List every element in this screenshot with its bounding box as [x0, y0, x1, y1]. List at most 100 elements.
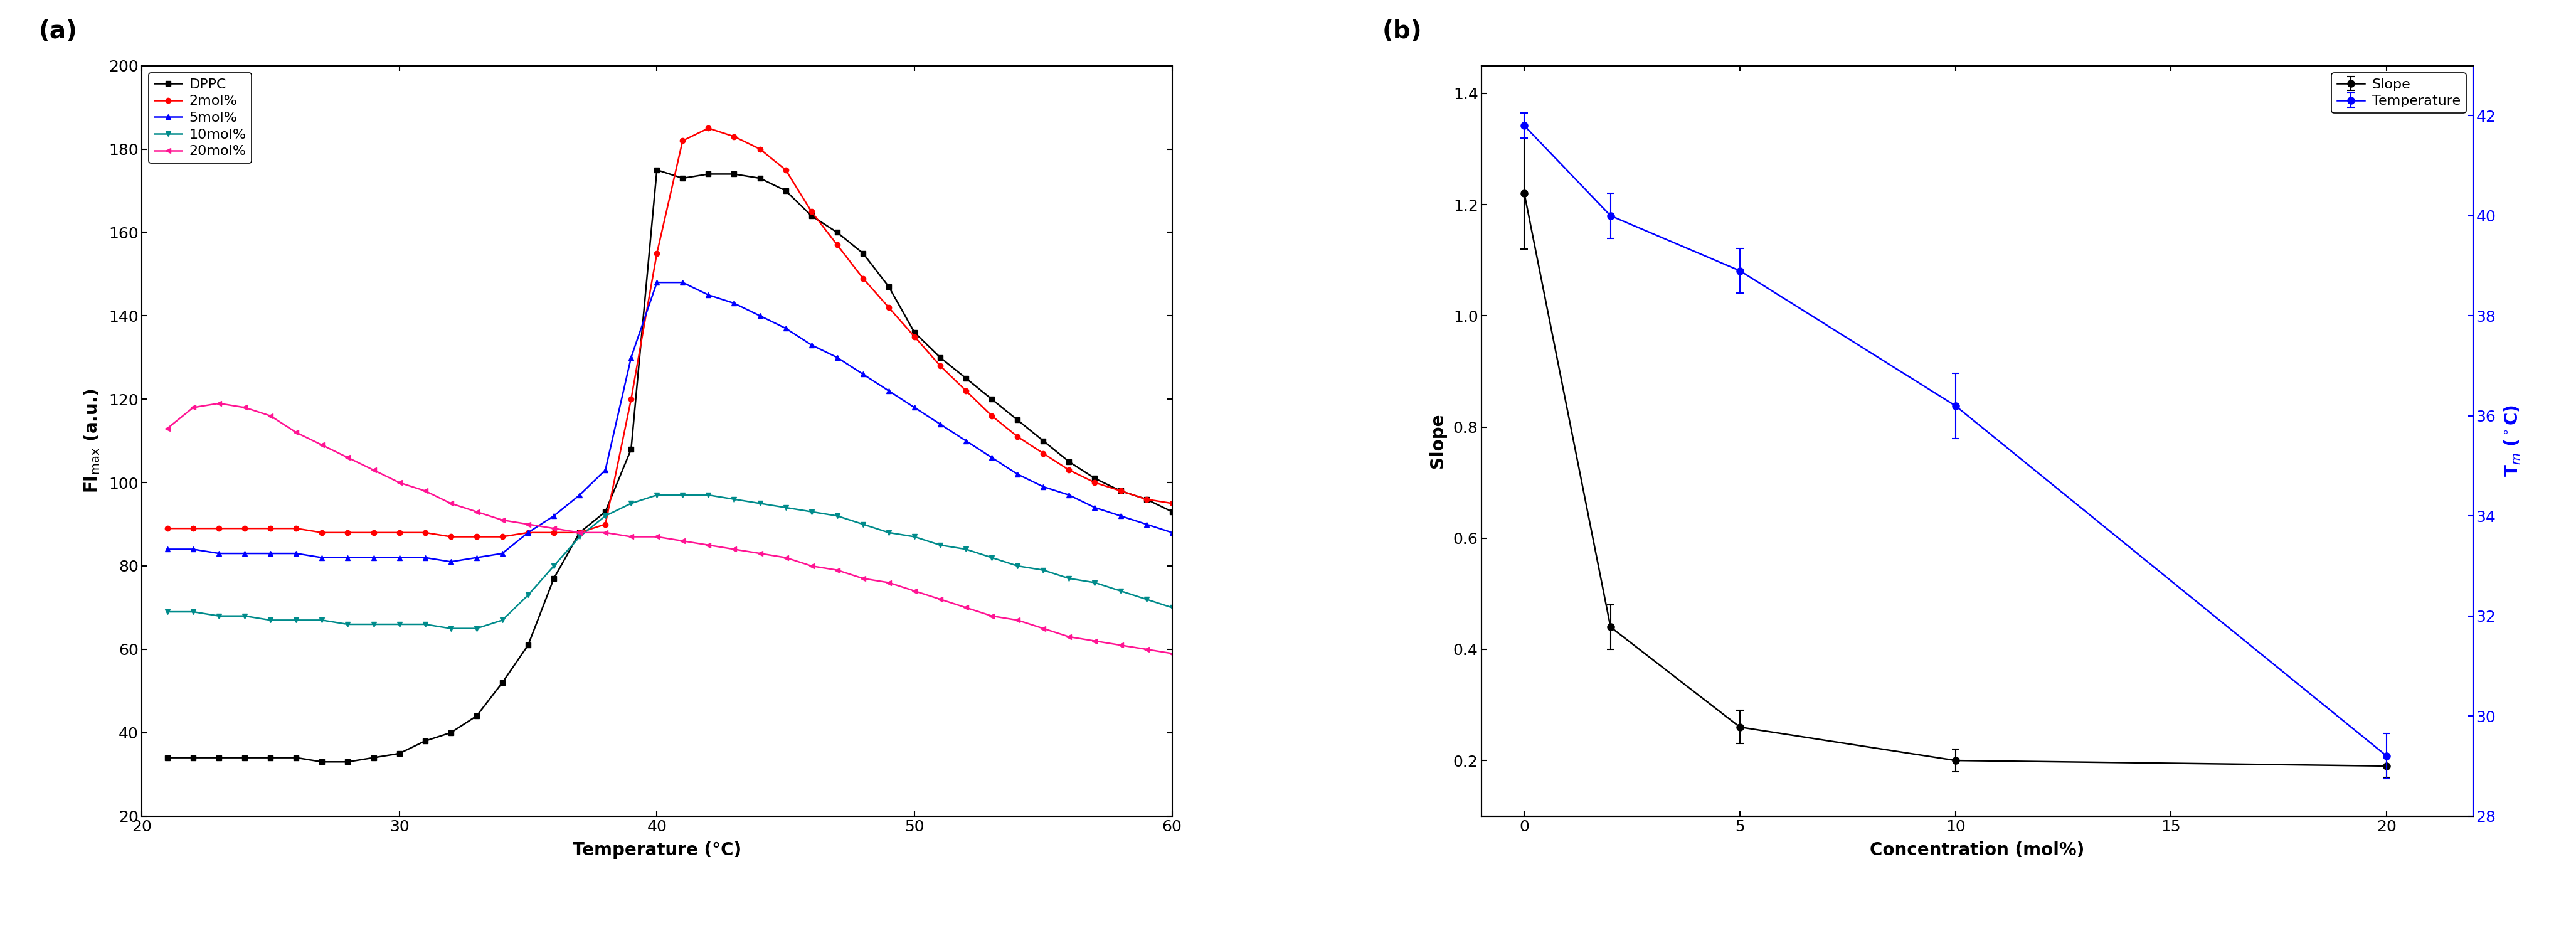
10mol% — [1002, 560, 1033, 571]
10mol% — [255, 614, 286, 626]
2mol% — [873, 302, 904, 313]
10mol% — [358, 619, 389, 630]
2mol% — [204, 522, 234, 534]
10mol% — [976, 552, 1007, 563]
2mol% — [152, 522, 183, 534]
5mol% — [822, 352, 853, 363]
Text: (a): (a) — [39, 20, 77, 43]
2mol% — [1131, 493, 1162, 505]
2mol% — [513, 527, 544, 538]
5mol% — [1002, 469, 1033, 480]
5mol% — [719, 297, 750, 309]
2mol% — [1002, 431, 1033, 443]
5mol% — [487, 548, 518, 559]
2mol% — [564, 527, 595, 538]
5mol% — [307, 552, 337, 563]
DPPC — [693, 169, 724, 180]
5mol% — [744, 310, 775, 322]
20mol% — [1157, 648, 1188, 659]
DPPC — [925, 352, 956, 363]
2mol% — [358, 527, 389, 538]
20mol% — [487, 514, 518, 525]
10mol% — [848, 519, 878, 530]
10mol% — [435, 623, 466, 634]
10mol% — [1079, 577, 1110, 588]
5mol% — [873, 386, 904, 397]
20mol% — [307, 439, 337, 450]
DPPC — [1131, 493, 1162, 505]
20mol% — [538, 522, 569, 534]
5mol% — [358, 552, 389, 563]
Y-axis label: Slope: Slope — [1430, 414, 1445, 468]
Line: DPPC: DPPC — [165, 167, 1175, 764]
20mol% — [848, 573, 878, 584]
5mol% — [1054, 490, 1084, 501]
2mol% — [848, 273, 878, 284]
DPPC — [744, 173, 775, 184]
DPPC — [822, 227, 853, 238]
2mol% — [1105, 485, 1136, 496]
2mol% — [255, 522, 286, 534]
10mol% — [281, 614, 312, 626]
20mol% — [899, 585, 930, 597]
5mol% — [693, 289, 724, 300]
5mol% — [564, 490, 595, 501]
2mol% — [770, 164, 801, 175]
5mol% — [667, 277, 698, 288]
20mol% — [667, 536, 698, 547]
10mol% — [1157, 602, 1188, 613]
2mol% — [332, 527, 363, 538]
20mol% — [1131, 643, 1162, 655]
10mol% — [152, 606, 183, 617]
2mol% — [229, 522, 260, 534]
DPPC — [719, 169, 750, 180]
5mol% — [590, 464, 621, 476]
DPPC — [307, 756, 337, 767]
2mol% — [487, 531, 518, 542]
DPPC — [873, 281, 904, 293]
Line: 20mol%: 20mol% — [165, 401, 1175, 656]
5mol% — [204, 548, 234, 559]
5mol% — [951, 435, 981, 446]
5mol% — [1157, 527, 1188, 538]
20mol% — [822, 565, 853, 576]
20mol% — [951, 602, 981, 613]
2mol% — [641, 248, 672, 259]
10mol% — [925, 539, 956, 551]
DPPC — [590, 507, 621, 518]
20mol% — [744, 548, 775, 559]
X-axis label: Temperature (°C): Temperature (°C) — [572, 841, 742, 858]
2mol% — [616, 394, 647, 405]
2mol% — [796, 206, 827, 218]
10mol% — [899, 531, 930, 542]
20mol% — [204, 398, 234, 409]
20mol% — [255, 410, 286, 421]
DPPC — [1157, 507, 1188, 518]
20mol% — [1105, 640, 1136, 651]
2mol% — [1028, 447, 1059, 459]
10mol% — [332, 619, 363, 630]
10mol% — [1105, 585, 1136, 597]
10mol% — [204, 611, 234, 622]
2mol% — [178, 522, 209, 534]
5mol% — [848, 369, 878, 380]
2mol% — [538, 527, 569, 538]
2mol% — [1054, 464, 1084, 476]
DPPC — [513, 640, 544, 651]
Line: 5mol%: 5mol% — [165, 280, 1175, 565]
5mol% — [384, 552, 415, 563]
DPPC — [770, 185, 801, 196]
10mol% — [384, 619, 415, 630]
20mol% — [1079, 635, 1110, 646]
5mol% — [461, 552, 492, 563]
20mol% — [410, 485, 440, 496]
2mol% — [435, 531, 466, 542]
5mol% — [616, 352, 647, 363]
DPPC — [255, 752, 286, 764]
DPPC — [152, 752, 183, 764]
2mol% — [410, 527, 440, 538]
DPPC — [564, 527, 595, 538]
20mol% — [152, 423, 183, 434]
DPPC — [616, 444, 647, 455]
5mol% — [538, 510, 569, 522]
